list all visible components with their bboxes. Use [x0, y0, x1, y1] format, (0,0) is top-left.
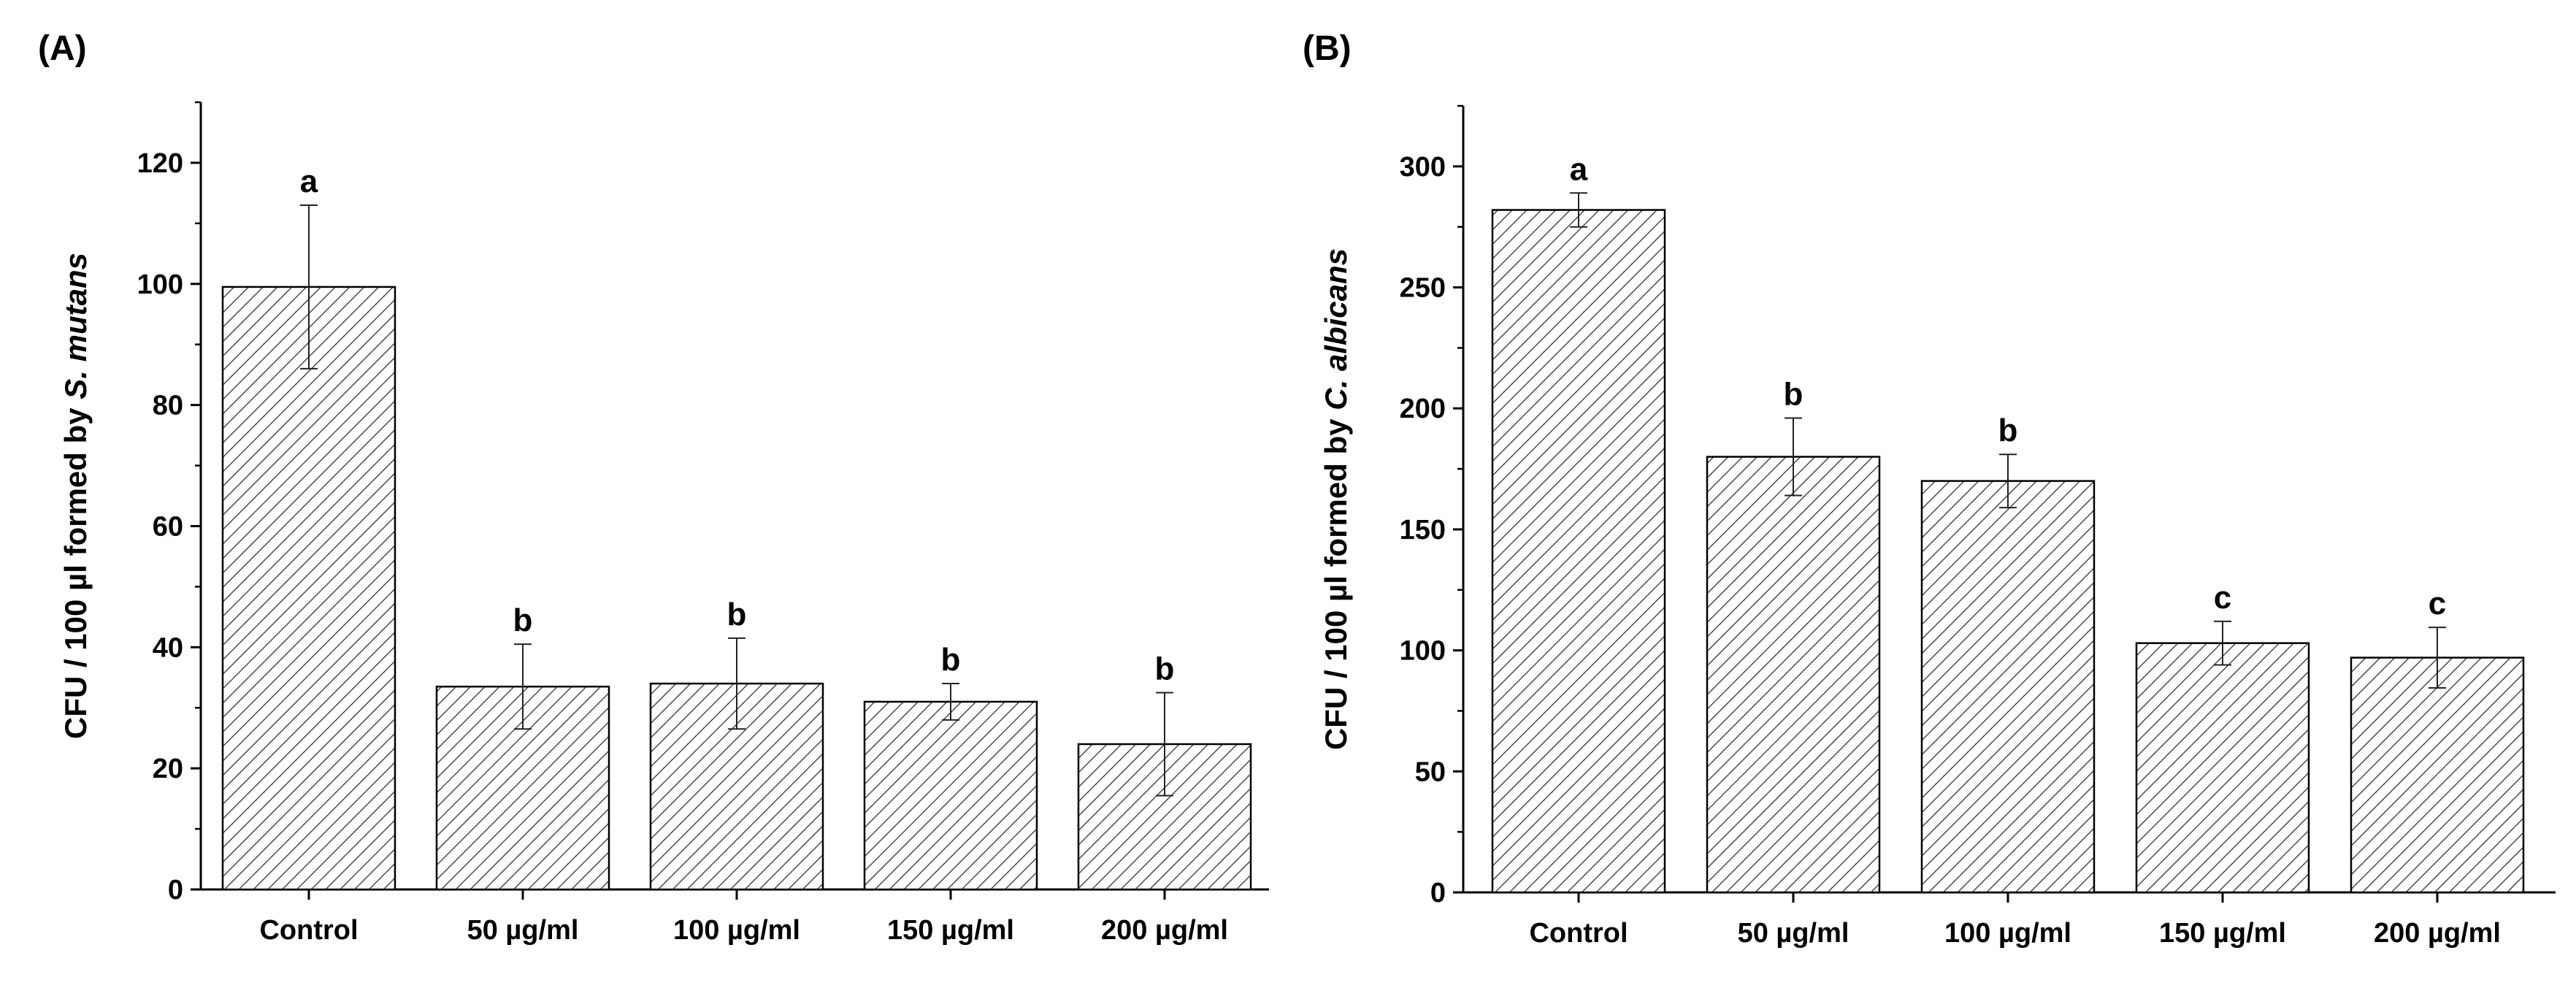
- significance-letter-b: b: [1998, 413, 2018, 448]
- chart-panel-b: (B) 0 50 100 150 200 250 300 a Control b 50 µg/ml b 1…: [1288, 0, 2576, 999]
- x-tick-label-b: 50 µg/ml: [1738, 918, 1849, 949]
- y-tick-label-b: 0: [1430, 878, 1446, 908]
- bar-b: [2135, 642, 2310, 894]
- x-tick-label-b: Control: [1529, 918, 1628, 949]
- y-tick-label-b: 150: [1400, 515, 1446, 546]
- y-tick-label-a: 100: [137, 269, 183, 300]
- y-axis-title-b: CFU / 100 µl formed by C. albicans: [1319, 248, 1353, 750]
- y-axis-title-species: C. albicans: [1319, 248, 1353, 410]
- y-tick-label-b: 200: [1400, 394, 1446, 424]
- y-axis-title-text: CFU / 100 µl formed by: [1319, 410, 1353, 750]
- chart-a-svg: (A) 0 20 40 60 80 100 120 a Control b 50 µg/ml b 100 …: [38, 29, 1269, 946]
- x-tick-label-b: 150 µg/ml: [2159, 918, 2286, 949]
- x-tick-label-a: Control: [259, 915, 358, 946]
- y-axis-title-a: CFU / 100 µl formed by S. mutans: [58, 253, 93, 739]
- y-tick-label-b: 100: [1400, 636, 1446, 667]
- y-axis-title-species: S. mutans: [58, 253, 93, 399]
- significance-letter-a: b: [941, 642, 961, 678]
- significance-letter-a: b: [727, 597, 747, 632]
- x-tick-label-a: 200 µg/ml: [1101, 915, 1228, 946]
- y-tick-label-a: 0: [168, 875, 183, 906]
- y-tick-label-b: 50: [1415, 757, 1446, 787]
- bar-b: [1491, 209, 1666, 894]
- y-tick-label-a: 40: [153, 632, 183, 663]
- x-tick-label-b: 200 µg/ml: [2374, 918, 2501, 949]
- bar-a: [863, 700, 1038, 891]
- panel-label-b: (B): [1303, 29, 1352, 68]
- y-tick-label-a: 80: [153, 391, 183, 421]
- x-tick-label-b: 100 µg/ml: [1944, 918, 2071, 949]
- y-tick-label-a: 120: [137, 148, 183, 179]
- x-tick-label-a: 50 µg/ml: [467, 915, 579, 946]
- bar-b: [2350, 657, 2525, 894]
- y-tick-label-a: 60: [153, 511, 183, 542]
- significance-letter-a: b: [513, 602, 533, 638]
- y-tick-label-b: 250: [1400, 273, 1446, 304]
- bar-b: [1920, 480, 2096, 894]
- panel-label-a: (A): [38, 29, 87, 68]
- y-tick-label-b: 300: [1400, 152, 1446, 183]
- significance-letter-b: a: [1570, 151, 1588, 187]
- bar-a: [221, 286, 396, 891]
- y-tick-label-a: 20: [153, 754, 183, 784]
- significance-letter-a: b: [1155, 651, 1175, 687]
- x-tick-label-a: 150 µg/ml: [887, 915, 1014, 946]
- significance-letter-a: a: [300, 164, 318, 199]
- significance-letter-b: b: [1784, 376, 1803, 412]
- x-tick-label-a: 100 µg/ml: [673, 915, 800, 946]
- significance-letter-b: c: [2429, 586, 2446, 621]
- significance-letter-b: c: [2214, 580, 2231, 616]
- chart-panel-a: (A) 0 20 40 60 80 100 120 a Control b 50 µg/ml b 100 …: [38, 29, 1269, 946]
- chart-b-svg: (B) 0 50 100 150 200 250 300 a Control b 50 µg/ml b 1…: [1303, 29, 2556, 949]
- y-axis-title-text: CFU / 100 µl formed by: [58, 399, 93, 739]
- bar-b: [1706, 456, 1881, 894]
